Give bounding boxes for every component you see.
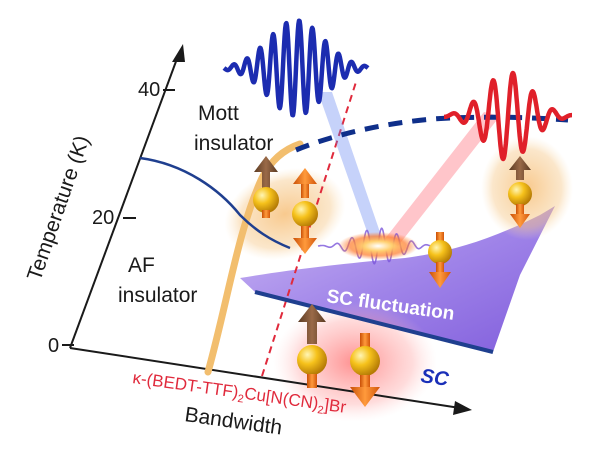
y-axis-label: Temperature (K) [23, 133, 94, 284]
mott-label-line2: insulator [194, 132, 273, 155]
af-label-line1: AF [128, 254, 155, 277]
af-label-line2: insulator [118, 284, 197, 307]
dome-dashed-line [295, 114, 569, 153]
excitation-flash [338, 232, 418, 260]
spin-icon-4 [508, 156, 532, 228]
sc-fluctuation-region [240, 206, 555, 352]
material-end: ]Br [323, 395, 347, 417]
spin-icon-2 [292, 168, 318, 254]
spin-icon-3 [428, 232, 452, 288]
material-sub1: 2 [237, 393, 245, 406]
sc-boundary-line [254, 290, 494, 354]
x-axis-line [69, 347, 461, 409]
spin-icon-6 [350, 333, 380, 407]
mott-label-line1: Mott [198, 102, 239, 125]
y-tick-label-0: 0 [48, 335, 59, 357]
y-tick-label-20: 20 [92, 207, 114, 229]
spin-icon-5 [297, 304, 327, 388]
mott-boundary-line [204, 140, 304, 376]
material-sub2: 2 [317, 404, 325, 417]
pulse-red [442, 70, 574, 162]
material-prefix: κ-(BEDT-TTF) [131, 368, 239, 402]
x-axis-arrowhead [453, 401, 472, 415]
sample-dashed-line [261, 81, 357, 377]
x-axis-label: Bandwidth [183, 403, 283, 439]
beam-blue [318, 92, 384, 244]
pulse-blue [222, 18, 370, 118]
beam-red [384, 112, 500, 246]
spin-icon-1 [253, 156, 279, 218]
y-tick-label-40: 40 [138, 79, 160, 101]
y-axis-line [69, 55, 179, 349]
sc-label: SC [419, 365, 450, 391]
af-boundary-line [139, 156, 291, 250]
y-axis-arrowhead [172, 44, 185, 62]
axes [62, 44, 472, 415]
